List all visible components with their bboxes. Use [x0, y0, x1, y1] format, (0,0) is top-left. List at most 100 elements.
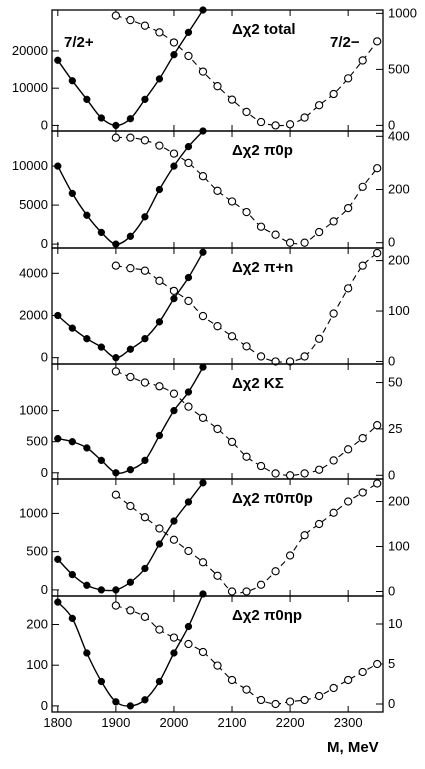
open-data-point — [140, 136, 150, 145]
open-data-point — [373, 37, 382, 46]
open-data-point — [358, 56, 367, 65]
filled-data-point — [97, 677, 106, 686]
left-y-tick-label: 1000 — [19, 403, 48, 418]
filled-data-point — [141, 564, 149, 573]
open-data-point — [300, 531, 309, 540]
filled-data-point — [199, 363, 207, 371]
open-data-point — [256, 117, 266, 127]
open-data-point — [285, 697, 295, 706]
right-y-tick-label: 25 — [388, 421, 402, 436]
open-data-point — [285, 471, 295, 480]
x-tick-label: 1800 — [43, 715, 72, 730]
open-data-point — [111, 133, 121, 142]
open-data-point — [126, 372, 135, 382]
filled-data-point — [170, 517, 178, 525]
open-data-point — [242, 342, 251, 351]
open-data-point — [329, 309, 338, 318]
open-data-point — [256, 222, 266, 231]
filled-data-point — [112, 354, 120, 362]
filled-data-point — [112, 240, 120, 248]
open-data-point — [344, 675, 353, 685]
filled-data-point — [83, 95, 91, 104]
open-data-point — [329, 508, 338, 517]
open-data-point — [184, 639, 193, 649]
open-data-point — [169, 633, 179, 642]
filled-data-point — [170, 406, 178, 415]
filled-data-point — [184, 388, 193, 396]
filled-data-point — [68, 189, 76, 198]
solid-fit-line — [57, 482, 204, 592]
filled-data-point — [184, 142, 193, 151]
x-tick-label: 2300 — [334, 715, 363, 730]
right-y-tick-label: 200 — [388, 494, 410, 509]
open-data-point — [227, 95, 237, 104]
open-data-point — [111, 601, 121, 610]
open-data-point — [285, 238, 295, 247]
open-data-point — [242, 207, 251, 217]
right-y-tick-label: 200 — [388, 182, 410, 197]
filled-data-point — [83, 335, 91, 343]
open-data-point — [155, 141, 164, 150]
open-data-point — [300, 238, 309, 247]
open-data-point — [358, 261, 367, 270]
open-data-point — [329, 456, 338, 465]
open-data-point — [198, 413, 208, 422]
open-data-point — [198, 558, 208, 567]
open-data-point — [140, 612, 150, 621]
filled-data-point — [126, 345, 135, 353]
left-y-tick-label: 0 — [41, 117, 48, 132]
x-axis-title: M, MeV — [327, 739, 379, 756]
open-data-point — [213, 571, 222, 580]
filled-data-point — [170, 294, 178, 303]
filled-data-point — [199, 479, 207, 487]
left-y-tick-label: 0 — [41, 698, 48, 713]
corner-label-right: 7/2− — [330, 34, 360, 51]
right-y-tick-label: 0 — [388, 584, 395, 599]
right-y-tick-label: 0 — [388, 467, 395, 482]
filled-data-point — [141, 456, 149, 465]
panel-title-2: Δχ2 π0p — [232, 142, 293, 159]
left-y-tick-label: 4000 — [19, 265, 48, 280]
left-y-tick-label: 0 — [41, 236, 48, 251]
panel-title-5: Δχ2 π0π0p — [232, 490, 313, 507]
open-data-point — [271, 121, 280, 130]
left-y-tick-label: 0 — [41, 350, 48, 365]
right-y-tick-label: 50 — [388, 375, 402, 390]
open-data-point — [184, 51, 193, 61]
left-y-tick-label: 10000 — [12, 80, 48, 95]
filled-data-point — [184, 498, 193, 506]
open-data-point — [271, 469, 280, 478]
filled-data-point — [155, 431, 164, 440]
filled-data-point — [83, 211, 91, 219]
open-data-point — [271, 357, 280, 366]
filled-data-point — [170, 162, 178, 170]
open-data-point — [242, 587, 251, 596]
open-data-point — [198, 172, 208, 181]
filled-data-point — [97, 456, 106, 465]
open-data-point — [184, 546, 193, 556]
panel-title-3: Δχ2 π+n — [232, 259, 293, 276]
open-data-point — [256, 352, 266, 361]
open-data-point — [126, 501, 135, 511]
open-data-point — [329, 217, 338, 226]
open-data-point — [111, 367, 121, 376]
open-data-point — [242, 685, 251, 694]
filled-data-point — [199, 590, 207, 598]
open-data-point — [184, 158, 193, 168]
filled-data-point — [83, 649, 91, 657]
filled-data-point — [54, 56, 62, 64]
open-data-point — [285, 551, 295, 560]
filled-data-point — [184, 273, 193, 282]
filled-data-point — [199, 127, 207, 135]
filled-data-point — [54, 555, 62, 563]
open-data-point — [126, 264, 135, 273]
open-data-point — [227, 675, 237, 685]
open-data-point — [140, 378, 150, 387]
open-data-point — [111, 490, 121, 499]
right-y-tick-label: 0 — [388, 117, 395, 132]
open-data-point — [256, 461, 266, 471]
filled-data-point — [170, 51, 178, 59]
panel-frame-1 — [51, 9, 384, 132]
open-data-point — [227, 332, 237, 341]
open-data-point — [314, 101, 324, 110]
